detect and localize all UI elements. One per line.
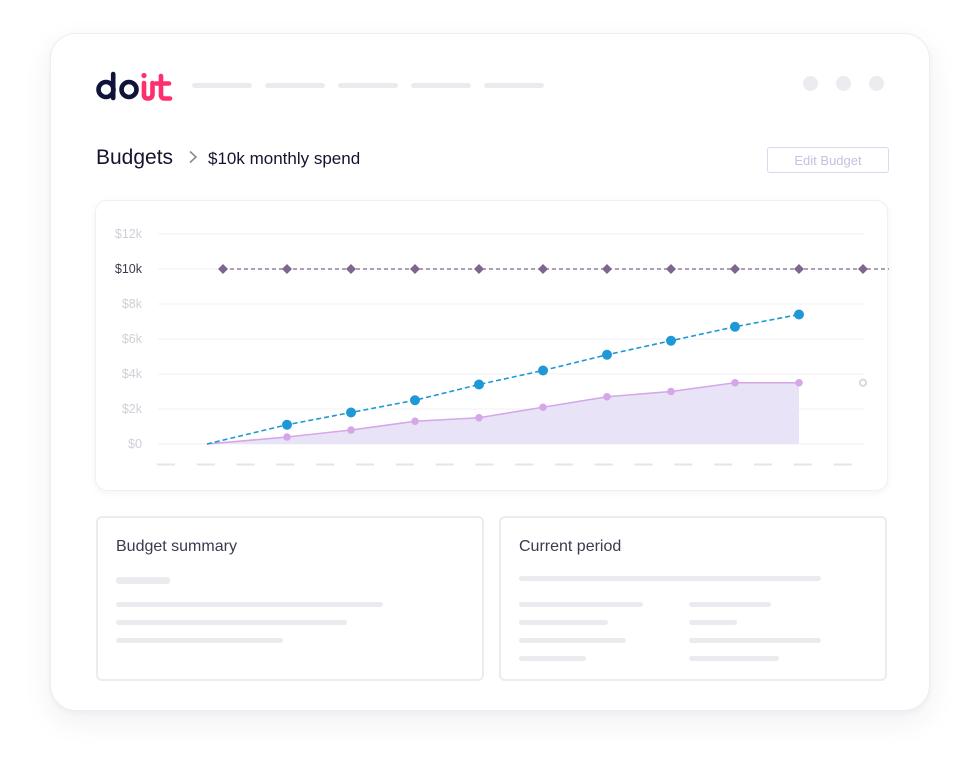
budget-point [218, 264, 228, 274]
skeleton-line [519, 638, 626, 643]
budget-point [602, 264, 612, 274]
forecast-point [282, 419, 292, 430]
forecast-point [730, 321, 740, 332]
nav-item-placeholder[interactable] [338, 83, 398, 88]
actual-point [411, 417, 419, 426]
actual-point [283, 433, 291, 441]
forecast-point [346, 407, 356, 418]
y-tick-label: $8k [122, 297, 143, 311]
current-period-title: Current period [519, 538, 622, 555]
window-dot[interactable] [803, 76, 818, 91]
forecast-point [794, 309, 804, 320]
budget-point [538, 264, 548, 274]
budget-point [282, 264, 292, 274]
actual-point [475, 413, 483, 422]
breadcrumb-current: $10k monthly spend [208, 149, 361, 168]
budget-chart-card: $12k $10k $8k $6k $4k $2k $0 [95, 200, 889, 491]
skeleton-line [689, 638, 821, 643]
future-point [858, 378, 867, 387]
window-dot[interactable] [869, 76, 884, 91]
window-dot[interactable] [836, 76, 851, 91]
skeleton-line [116, 602, 383, 607]
skeleton-line [689, 602, 771, 607]
forecast-point [666, 335, 676, 346]
skeleton-line [116, 577, 170, 584]
budget-point [730, 264, 740, 274]
chevron-right-icon [189, 150, 198, 164]
page-title[interactable]: Budgets [96, 146, 174, 169]
budget-summary-title: Budget summary [116, 538, 237, 555]
budget-chart: $12k $10k $8k $6k $4k $2k $0 [115, 227, 889, 466]
y-tick-label: $4k [122, 367, 143, 381]
forecast-point [474, 379, 484, 390]
skeleton-line [519, 602, 643, 607]
skeleton-line [116, 638, 283, 643]
current-period-panel: Current period [499, 516, 887, 681]
actual-point [731, 378, 739, 387]
forecast-point [538, 365, 548, 376]
actual-point [539, 403, 547, 412]
doit-logo[interactable] [95, 68, 177, 102]
nav-item-placeholder[interactable] [484, 83, 544, 88]
skeleton-line [689, 656, 779, 661]
y-tick-label: $12k [115, 227, 143, 241]
actual-point [603, 392, 611, 401]
skeleton-line [689, 620, 737, 625]
forecast-line [206, 313, 800, 445]
actual-area [207, 382, 799, 444]
skeleton-line [116, 620, 347, 625]
skeleton-line [519, 576, 821, 581]
actual-point [347, 426, 355, 434]
nav-item-placeholder[interactable] [192, 83, 252, 88]
budget-point [794, 264, 804, 274]
forecast-point [410, 395, 420, 406]
skeleton-line [519, 620, 608, 625]
budget-point [666, 264, 676, 274]
budget-summary-panel: Budget summary [96, 516, 484, 681]
actual-point [667, 387, 675, 396]
forecast-point [602, 349, 612, 360]
y-tick-label: $10k [115, 262, 143, 276]
budget-point [858, 264, 868, 274]
budget-point [474, 264, 484, 274]
y-tick-label: $2k [122, 402, 143, 416]
budget-point [410, 264, 420, 274]
actual-point [795, 378, 803, 387]
actual-line [206, 381, 799, 445]
skeleton-line [519, 656, 586, 661]
y-tick-label: $6k [122, 332, 143, 346]
budget-point [346, 264, 356, 274]
nav-item-placeholder[interactable] [265, 83, 325, 88]
edit-budget-button[interactable]: Edit Budget [767, 147, 889, 173]
y-tick-label: $0 [128, 437, 142, 451]
nav-item-placeholder[interactable] [411, 83, 471, 88]
